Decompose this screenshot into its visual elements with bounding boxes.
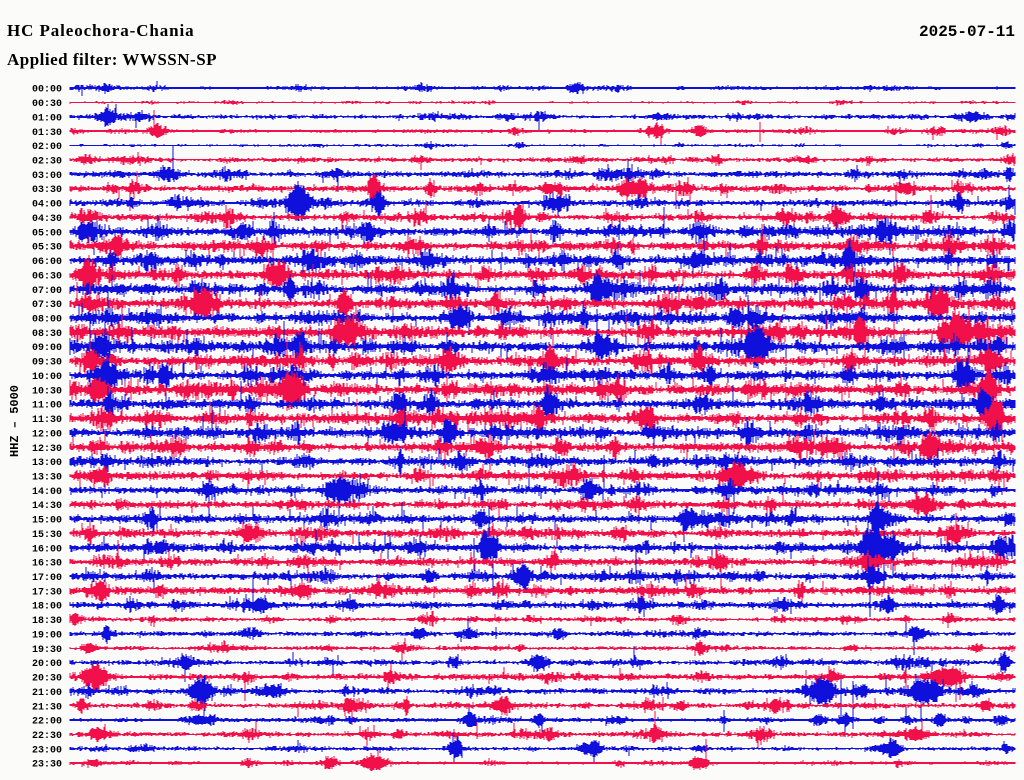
- svg-text:15:30: 15:30: [32, 530, 62, 541]
- svg-text:20:30: 20:30: [32, 674, 62, 685]
- svg-text:18:30: 18:30: [32, 616, 62, 627]
- svg-text:10:30: 10:30: [32, 386, 62, 397]
- svg-text:21:30: 21:30: [32, 702, 62, 713]
- svg-text:19:00: 19:00: [32, 630, 62, 641]
- svg-text:20:00: 20:00: [32, 659, 62, 670]
- svg-text:03:00: 03:00: [32, 171, 62, 182]
- svg-text:21:00: 21:00: [32, 688, 62, 699]
- svg-text:04:00: 04:00: [32, 200, 62, 211]
- svg-text:10:00: 10:00: [32, 372, 62, 383]
- svg-text:22:30: 22:30: [32, 731, 62, 742]
- svg-text:11:00: 11:00: [32, 401, 62, 412]
- svg-text:17:00: 17:00: [32, 573, 62, 584]
- svg-text:07:00: 07:00: [32, 286, 62, 297]
- svg-text:05:00: 05:00: [32, 228, 62, 239]
- svg-text:19:30: 19:30: [32, 645, 62, 656]
- svg-text:22:00: 22:00: [32, 717, 62, 728]
- svg-text:16:30: 16:30: [32, 559, 62, 570]
- svg-text:01:00: 01:00: [32, 113, 62, 124]
- svg-text:02:30: 02:30: [32, 157, 62, 168]
- svg-text:06:00: 06:00: [32, 257, 62, 268]
- svg-text:09:00: 09:00: [32, 343, 62, 354]
- svg-text:03:30: 03:30: [32, 185, 62, 196]
- svg-text:01:30: 01:30: [32, 128, 62, 139]
- svg-text:08:00: 08:00: [32, 314, 62, 325]
- svg-text:06:30: 06:30: [32, 271, 62, 282]
- svg-text:14:30: 14:30: [32, 501, 62, 512]
- svg-text:12:30: 12:30: [32, 444, 62, 455]
- svg-text:16:00: 16:00: [32, 544, 62, 555]
- svg-text:17:30: 17:30: [32, 587, 62, 598]
- svg-text:15:00: 15:00: [32, 516, 62, 527]
- svg-text:23:00: 23:00: [32, 745, 62, 756]
- svg-text:11:30: 11:30: [32, 415, 62, 426]
- svg-text:18:00: 18:00: [32, 602, 62, 613]
- svg-text:02:00: 02:00: [32, 142, 62, 153]
- svg-text:05:30: 05:30: [32, 243, 62, 254]
- svg-text:00:30: 00:30: [32, 99, 62, 110]
- svg-text:00:00: 00:00: [32, 85, 62, 96]
- svg-text:12:00: 12:00: [32, 429, 62, 440]
- svg-text:08:30: 08:30: [32, 329, 62, 340]
- svg-text:09:30: 09:30: [32, 358, 62, 369]
- svg-text:23:30: 23:30: [32, 760, 62, 771]
- svg-text:04:30: 04:30: [32, 214, 62, 225]
- svg-text:13:30: 13:30: [32, 472, 62, 483]
- svg-text:13:00: 13:00: [32, 458, 62, 469]
- svg-text:14:00: 14:00: [32, 487, 62, 498]
- svg-text:07:30: 07:30: [32, 300, 62, 311]
